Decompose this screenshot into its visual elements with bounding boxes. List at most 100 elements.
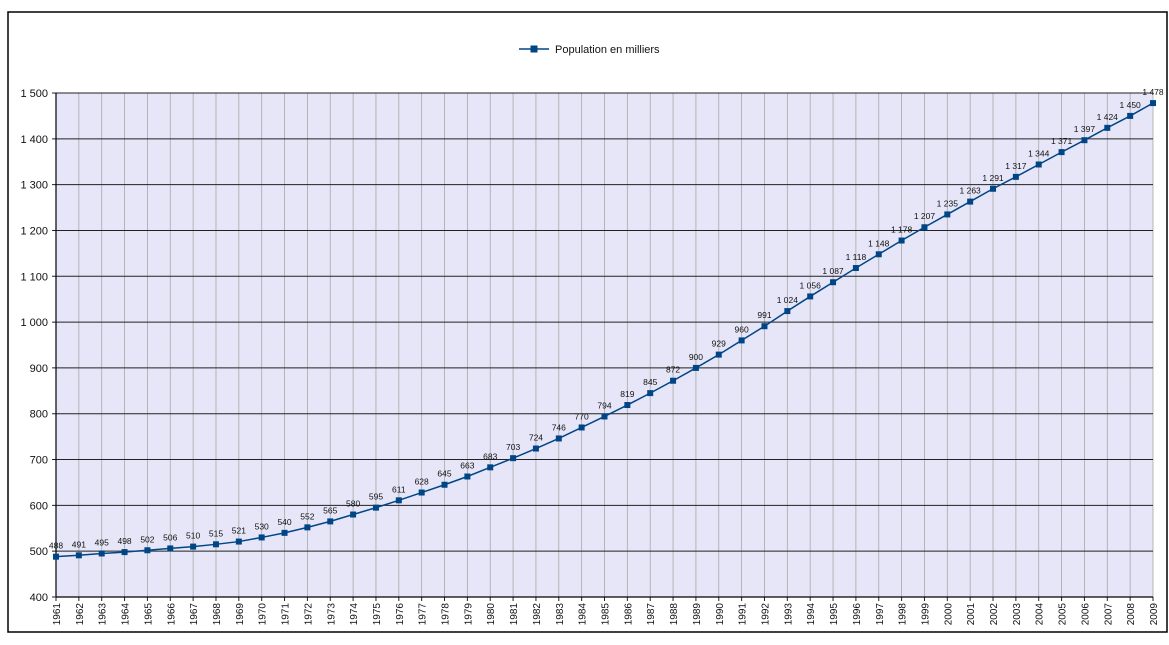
data-label: 1 397 [1074,124,1096,134]
y-tick-label: 700 [30,455,48,467]
plot-area: 400 500 600 700 800 900 1 000 1 100 1 200 1 300 1 … [20,87,1163,625]
data-label: 552 [300,511,314,521]
data-label: 506 [163,532,177,542]
data-point [327,518,334,525]
data-point [1012,173,1019,180]
data-label: 900 [689,352,703,362]
data-label: 1 178 [891,225,913,235]
x-tick-label: 1991 [738,603,749,626]
x-tick-label: 1992 [760,603,771,626]
data-point [190,543,197,550]
x-tick-label: 2003 [1012,603,1023,626]
x-tick-label: 1997 [875,603,886,626]
data-label: 1 478 [1142,87,1164,97]
data-label: 510 [186,531,200,541]
data-label: 1 118 [846,252,867,262]
data-point [670,377,677,384]
x-tick-label: 1993 [783,603,794,626]
data-label: 663 [460,460,474,470]
data-label: 580 [346,499,360,509]
data-point [624,402,631,409]
data-point [98,550,105,557]
y-tick-label: 1 200 [20,225,48,237]
y-tick-label: 400 [30,592,48,604]
x-tick-label: 1986 [623,603,634,626]
data-label: 1 450 [1120,100,1142,110]
data-point [990,185,997,192]
data-label: 628 [415,477,429,487]
data-label: 498 [117,536,131,546]
data-label: 960 [735,324,749,334]
x-tick-label: 1996 [852,603,863,626]
data-label: 488 [49,541,63,551]
data-point [1104,124,1111,131]
data-point [1081,137,1088,144]
data-label: 611 [392,484,406,494]
y-tick-label: 900 [30,363,48,375]
data-label: 530 [255,521,269,531]
y-tick-label: 1 100 [20,271,48,283]
data-label: 521 [232,526,246,536]
x-tick-label: 1977 [418,603,429,626]
data-point [487,464,494,471]
data-label: 703 [506,442,520,452]
x-tick-label: 1988 [669,603,680,626]
data-point [121,549,128,556]
x-tick-label: 2009 [1149,603,1160,626]
x-tick-label: 1964 [121,603,132,626]
x-tick-label: 1975 [372,603,383,626]
x-tick-label: 1967 [189,603,200,626]
data-label: 991 [757,310,771,320]
x-tick-label: 1978 [441,603,452,626]
data-point [418,489,425,496]
x-tick-label: 1963 [98,603,109,626]
x-tick-label: 1969 [235,603,246,626]
data-point [510,455,517,462]
data-point [350,511,357,518]
x-tick-label: 1983 [555,603,566,626]
data-point [875,251,882,258]
data-point [898,237,905,244]
data-point [761,323,768,330]
data-label: 1 148 [868,238,890,248]
x-tick-label: 2004 [1035,603,1046,626]
x-tick-label: 1966 [166,603,177,626]
data-label: 595 [369,492,383,502]
data-point [921,224,928,231]
data-label: 1 235 [937,198,959,208]
y-tick-label: 500 [30,546,48,558]
data-label: 1 056 [800,280,822,290]
x-tick-label: 1970 [258,603,269,626]
data-label: 495 [95,537,109,547]
data-label: 746 [552,422,566,432]
data-label: 1 371 [1051,136,1073,146]
x-tick-label: 2000 [943,603,954,626]
data-point [304,524,311,531]
x-tick-label: 2001 [966,603,977,626]
data-label: 540 [277,517,291,527]
data-point [944,211,951,218]
x-tick-label: 2005 [1058,603,1069,626]
x-tick-label: 1961 [52,603,63,626]
data-point [258,534,265,541]
x-tick-label: 1981 [509,603,520,626]
x-tick-label: 1971 [281,603,292,626]
data-label: 1 317 [1005,161,1027,171]
x-tick-label: 1990 [715,603,726,626]
data-point [1150,100,1156,107]
data-point [441,481,448,488]
x-tick-label: 1972 [303,603,314,626]
x-tick-label: 1989 [692,603,703,626]
x-tick-label: 1979 [463,603,474,626]
data-point [1058,149,1065,156]
x-tick-label: 1973 [326,603,337,626]
x-tick-label: 2007 [1103,603,1114,626]
y-tick-label: 1 500 [20,88,48,100]
data-label: 794 [597,400,611,410]
x-tick-label: 1962 [75,603,86,626]
data-label: 1 424 [1097,112,1119,122]
y-tick-label: 800 [30,409,48,421]
x-tick-label: 1965 [143,603,154,626]
